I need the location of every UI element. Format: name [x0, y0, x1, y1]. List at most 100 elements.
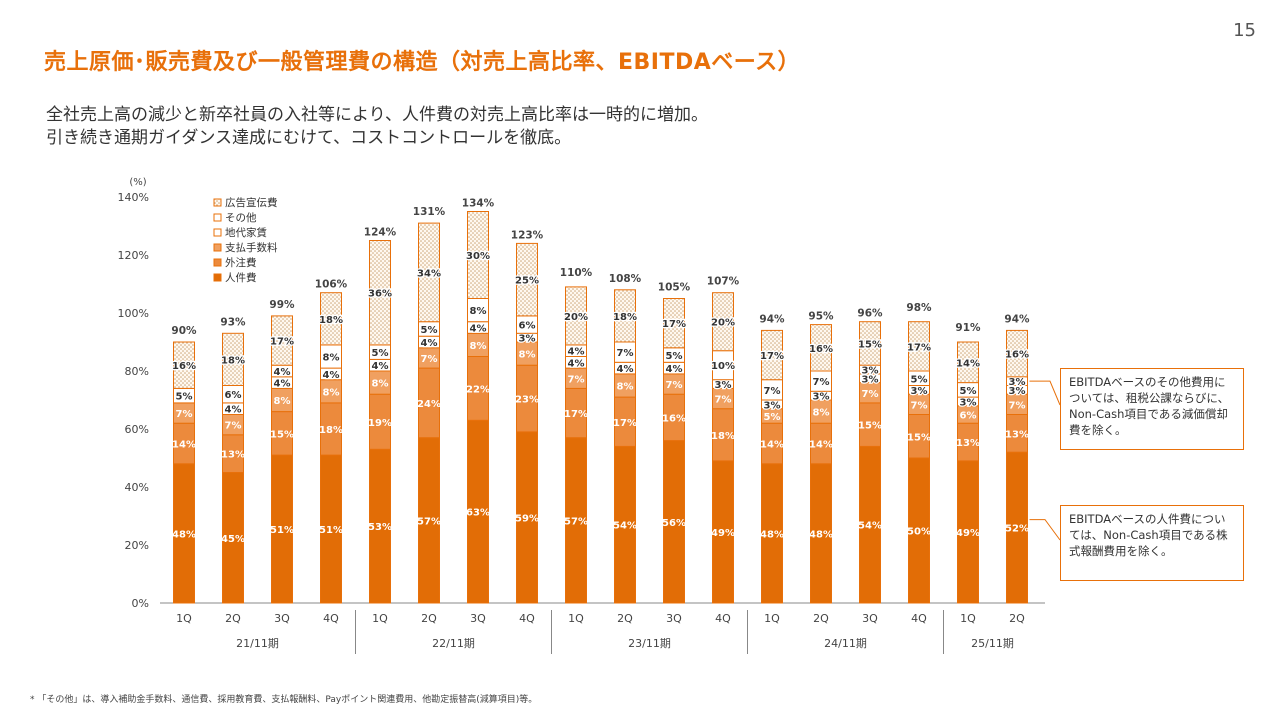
- legend-swatch: [213, 258, 222, 267]
- bar-total-label: 98%: [906, 302, 932, 314]
- bar-total-label: 107%: [707, 276, 740, 288]
- bar-total-label: 96%: [857, 308, 883, 320]
- legend-swatch: [213, 198, 222, 207]
- bar-total-label: 91%: [955, 322, 981, 334]
- note-other-expenses: EBITDAベースのその他費用については、租税公課ならびに、Non-Cash項目…: [1060, 368, 1244, 450]
- data-label: 3%: [911, 386, 928, 397]
- data-label: 48%: [172, 529, 196, 540]
- bar-segment: [516, 242, 538, 317]
- data-label: 17%: [760, 351, 784, 362]
- data-label: 10%: [711, 361, 735, 372]
- data-label: 5%: [911, 374, 928, 385]
- data-label: 5%: [372, 348, 389, 359]
- legend-swatch: [213, 243, 222, 252]
- lead-line-2: 引き続き通期ガイダンス達成にむけて、コストコントロールを徹底。: [46, 128, 572, 148]
- data-label: 36%: [368, 289, 392, 300]
- data-label: 7%: [568, 374, 585, 385]
- data-label: 8%: [813, 408, 830, 419]
- x-tick-label: 2Q: [421, 612, 437, 625]
- data-label: 3%: [862, 374, 879, 385]
- bar-total-label: 134%: [462, 197, 495, 209]
- y-tick-label: 120%: [118, 249, 149, 262]
- data-label: 8%: [372, 379, 389, 390]
- data-label: 4%: [568, 358, 585, 369]
- data-label: 8%: [617, 382, 634, 393]
- x-tick-label: 4Q: [519, 612, 535, 625]
- data-label: 17%: [270, 337, 294, 348]
- data-label: 7%: [617, 348, 634, 359]
- y-tick-label: 140%: [118, 191, 149, 204]
- data-label: 6%: [519, 321, 536, 332]
- data-label: 7%: [862, 389, 879, 400]
- data-label: 15%: [858, 339, 882, 350]
- bar-segment: [859, 321, 881, 366]
- bar-total-label: 105%: [658, 282, 691, 294]
- data-label: 54%: [858, 521, 882, 532]
- data-label: 4%: [372, 361, 389, 372]
- data-label: 3%: [764, 400, 781, 411]
- data-label: 16%: [1005, 350, 1029, 361]
- lead-text: 全社売上高の減少と新卒社員の入社等により、人件費の対売上高比率は一時的に増加。 …: [46, 104, 708, 150]
- x-group-label: 24/11期: [824, 637, 867, 650]
- data-label: 18%: [221, 355, 245, 366]
- data-label: 7%: [666, 380, 683, 391]
- data-label: 7%: [225, 421, 242, 432]
- data-label: 16%: [662, 413, 686, 424]
- x-tick-label: 1Q: [372, 612, 388, 625]
- data-label: 8%: [323, 387, 340, 398]
- data-label: 51%: [319, 525, 343, 536]
- bar-segment: [173, 341, 195, 389]
- bar-total-label: 95%: [808, 311, 834, 323]
- x-tick-label: 2Q: [1009, 612, 1025, 625]
- data-label: 59%: [515, 513, 539, 524]
- legend-label: 外注費: [225, 256, 257, 269]
- data-label: 7%: [421, 354, 438, 365]
- x-group-label: 21/11期: [236, 637, 279, 650]
- data-label: 5%: [176, 392, 193, 403]
- bar-segment: [418, 222, 440, 323]
- x-tick-label: 3Q: [470, 612, 486, 625]
- x-tick-label: 3Q: [862, 612, 878, 625]
- data-label: 4%: [274, 367, 291, 378]
- data-label: 8%: [470, 306, 487, 317]
- data-label: 5%: [421, 325, 438, 336]
- data-label: 3%: [960, 397, 977, 408]
- bar-total-label: 93%: [220, 316, 246, 328]
- data-label: 30%: [466, 251, 490, 262]
- bar-segment: [320, 292, 342, 346]
- data-label: 3%: [519, 334, 536, 345]
- data-label: 8%: [323, 353, 340, 364]
- data-label: 14%: [760, 440, 784, 451]
- data-label: 4%: [568, 347, 585, 358]
- bar-total-label: 123%: [511, 229, 544, 241]
- bar-total-label: 110%: [560, 267, 593, 279]
- bar-segment: [222, 332, 244, 386]
- y-tick-label: 20%: [125, 539, 149, 552]
- data-label: 63%: [466, 508, 490, 519]
- page-number: 15: [1233, 20, 1256, 41]
- page-title: 売上原価･販売費及び一般管理費の構造（対売上高比率、EBITDAベース）: [44, 50, 801, 75]
- data-label: 49%: [711, 528, 735, 539]
- data-label: 23%: [515, 395, 539, 406]
- x-tick-label: 4Q: [715, 612, 731, 625]
- bar-segment: [369, 240, 391, 346]
- data-label: 5%: [764, 412, 781, 423]
- data-label: 34%: [417, 268, 441, 279]
- data-label: 4%: [225, 405, 242, 416]
- legend-label: 支払手数料: [225, 241, 278, 254]
- x-tick-label: 4Q: [911, 612, 927, 625]
- x-group-label: 25/11期: [971, 637, 1014, 650]
- note-connector-personnel: [1029, 519, 1061, 541]
- y-axis-unit: (%): [129, 177, 146, 188]
- data-label: 6%: [225, 390, 242, 401]
- y-tick-label: 60%: [125, 423, 149, 436]
- data-label: 51%: [270, 525, 294, 536]
- data-label: 20%: [711, 318, 735, 329]
- data-label: 25%: [515, 276, 539, 287]
- bar-segment: [810, 324, 832, 372]
- legend-swatch: [213, 213, 222, 222]
- stacked-bar-chart: (%) 0% 20% 40% 60% 80% 100% 120% 140% 48% 14% 7% 5% 1…: [118, 177, 1061, 654]
- data-label: 5%: [666, 351, 683, 362]
- data-label: 7%: [176, 409, 193, 420]
- data-label: 20%: [564, 312, 588, 323]
